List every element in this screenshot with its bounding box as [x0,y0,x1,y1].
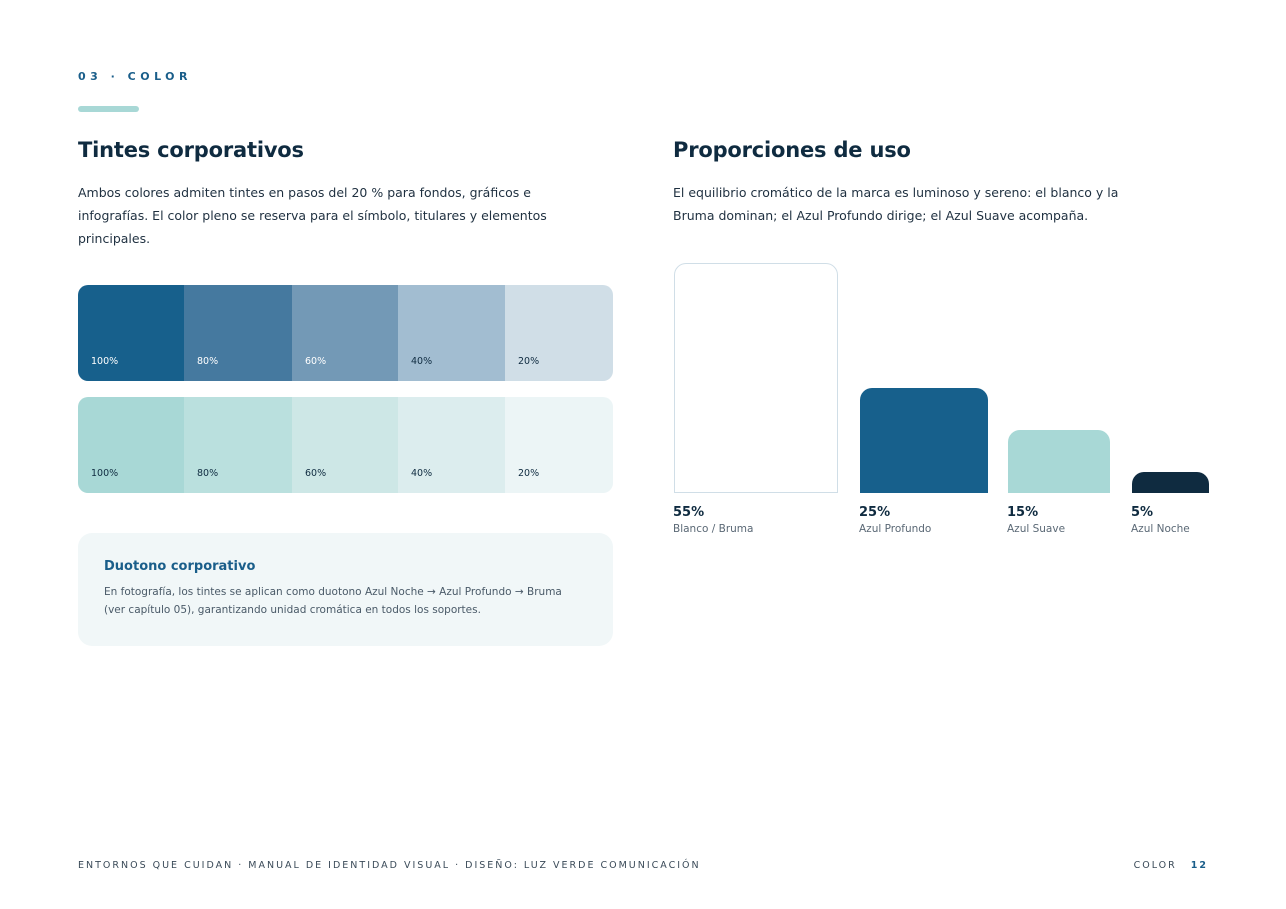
tint-swatch: 20% [505,285,613,381]
tint-swatch: 60% [292,285,398,381]
proportions-description-line: El equilibrio cromático de la marca es l… [673,185,1119,200]
tint-swatch: 100% [78,285,184,381]
chart-category-label: Azul Profundo [859,523,932,535]
tint-label: 40% [411,468,433,479]
tint-swatch: 80% [184,285,292,381]
chart-bar [860,388,988,493]
chart-category-label: Azul Noche [1131,523,1190,535]
proportions-title: Proporciones de uso [673,138,911,162]
duotone-title: Duotono corporativo [104,559,256,574]
chart-value-label: 25% [859,505,891,520]
chart-value-label: 5% [1131,505,1154,520]
tint-swatch: 60% [292,397,398,493]
duotone-callout: Duotono corporativo En fotografía, los t… [78,533,613,646]
tints-title: Tintes corporativos [78,138,304,162]
tint-row-azul-profundo: 100% 80% 60% 40% 20% [78,285,613,381]
tint-label: 100% [91,468,119,479]
chart-bar [1132,472,1209,493]
chart-bar [674,263,838,493]
chart-value-label: 15% [1007,505,1039,520]
tint-swatch: 40% [398,397,505,493]
tint-swatch: 80% [184,397,292,493]
tints-description-line: principales. [78,231,151,246]
tint-label: 40% [411,356,433,367]
tint-label: 20% [518,356,540,367]
footer-page-info: COLOR 12 [1134,860,1208,871]
footer-credits: ENTORNOS QUE CUIDAN · MANUAL DE IDENTIDA… [78,860,701,871]
chart-bar [1008,430,1110,493]
tint-label: 60% [305,356,327,367]
tints-description-line: infografías. El color pleno se reserva p… [78,208,547,223]
chart-category-label: Azul Suave [1007,523,1066,535]
tint-label: 80% [197,468,219,479]
tints-description-line: Ambos colores admiten tintes en pasos de… [78,185,531,200]
page-number: 12 [1190,860,1208,871]
duotone-text: En fotografía, los tintes se aplican com… [104,586,562,616]
section-eyebrow: 03 · COLOR [78,70,193,83]
tint-swatch: 100% [78,397,184,493]
tint-label: 60% [305,468,327,479]
tint-label: 20% [518,468,540,479]
footer-section: COLOR [1133,860,1177,871]
tint-label: 80% [197,356,219,367]
proportions-description-line: Bruma dominan; el Azul Profundo dirige; … [673,208,1089,223]
proportions-description: El equilibrio cromático de la marca es l… [673,181,1193,227]
accent-bar [78,106,139,112]
tint-row-azul-suave: 100% 80% 60% 40% 20% [78,397,613,493]
chart-category-label: Blanco / Bruma [673,523,754,535]
tint-swatch: 20% [505,397,613,493]
tint-label: 100% [91,356,119,367]
tints-description: Ambos colores admiten tintes en pasos de… [78,181,598,250]
tint-swatch: 40% [398,285,505,381]
chart-value-label: 55% [673,505,705,520]
